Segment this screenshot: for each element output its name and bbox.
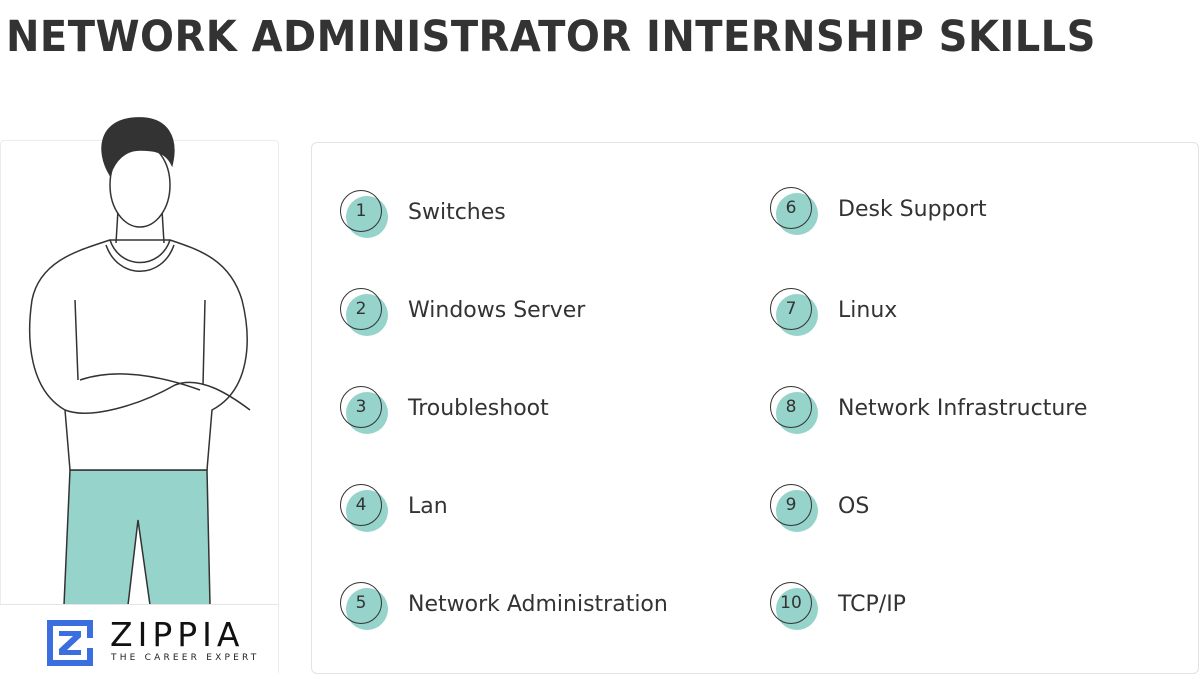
skill-number: 5 [355, 593, 367, 613]
skill-label: Troubleshoot [408, 396, 549, 421]
badge-ring [770, 484, 812, 526]
page-title: NETWORK ADMINISTRATOR INTERNSHIP SKILLS [6, 12, 1096, 62]
skill-label: Network Administration [408, 592, 668, 617]
number-badge: 2 [340, 288, 388, 336]
brand-tagline: THE CAREER EXPERT [111, 653, 260, 663]
number-badge: 6 [770, 187, 818, 235]
badge-ring [340, 484, 382, 526]
badge-ring [770, 582, 812, 624]
number-badge: 10 [770, 582, 818, 630]
skill-number: 4 [355, 495, 367, 515]
skill-item: 2 Windows Server [340, 288, 740, 338]
skill-number: 6 [785, 198, 797, 218]
number-badge: 7 [770, 288, 818, 336]
number-badge: 4 [340, 484, 388, 532]
number-badge: 9 [770, 484, 818, 532]
skill-label: Switches [408, 200, 506, 225]
zippia-brand: ZIPPIA THE CAREER EXPERT [0, 604, 278, 675]
person-illustration [28, 117, 251, 605]
badge-ring [340, 190, 382, 232]
number-badge: 5 [340, 582, 388, 630]
skill-number: 3 [355, 397, 367, 417]
skill-item: 5 Network Administration [340, 582, 740, 632]
badge-ring [340, 582, 382, 624]
skill-label: TCP/IP [838, 592, 906, 617]
skill-number: 10 [780, 593, 802, 613]
skill-number: 7 [785, 299, 797, 319]
skill-item: 8 Network Infrastructure [770, 386, 1170, 436]
number-badge: 3 [340, 386, 388, 434]
badge-ring [340, 288, 382, 330]
skill-label: OS [838, 494, 870, 519]
badge-ring [340, 386, 382, 428]
skill-item: 7 Linux [770, 288, 1170, 338]
skill-number: 9 [785, 495, 797, 515]
skill-number: 1 [355, 201, 367, 221]
skill-label: Lan [408, 494, 448, 519]
zippia-logo-icon [47, 620, 93, 666]
skill-item: 10 TCP/IP [770, 582, 1170, 632]
skill-label: Windows Server [408, 298, 586, 323]
skills-card [311, 142, 1199, 674]
skill-number: 8 [785, 397, 797, 417]
skill-label: Desk Support [838, 197, 987, 222]
brand-name: ZIPPIA [110, 615, 245, 654]
skill-item: 4 Lan [340, 484, 740, 534]
skill-label: Linux [838, 298, 898, 323]
skill-number: 2 [355, 299, 367, 319]
skill-item: 3 Troubleshoot [340, 386, 740, 436]
number-badge: 8 [770, 386, 818, 434]
badge-ring [770, 288, 812, 330]
skill-item: 6 Desk Support [770, 187, 1170, 237]
number-badge: 1 [340, 190, 388, 238]
skill-item: 1 Switches [340, 190, 740, 240]
skill-label: Network Infrastructure [838, 396, 1088, 421]
skill-item: 9 OS [770, 484, 1170, 534]
badge-ring [770, 386, 812, 428]
badge-ring [770, 187, 812, 229]
